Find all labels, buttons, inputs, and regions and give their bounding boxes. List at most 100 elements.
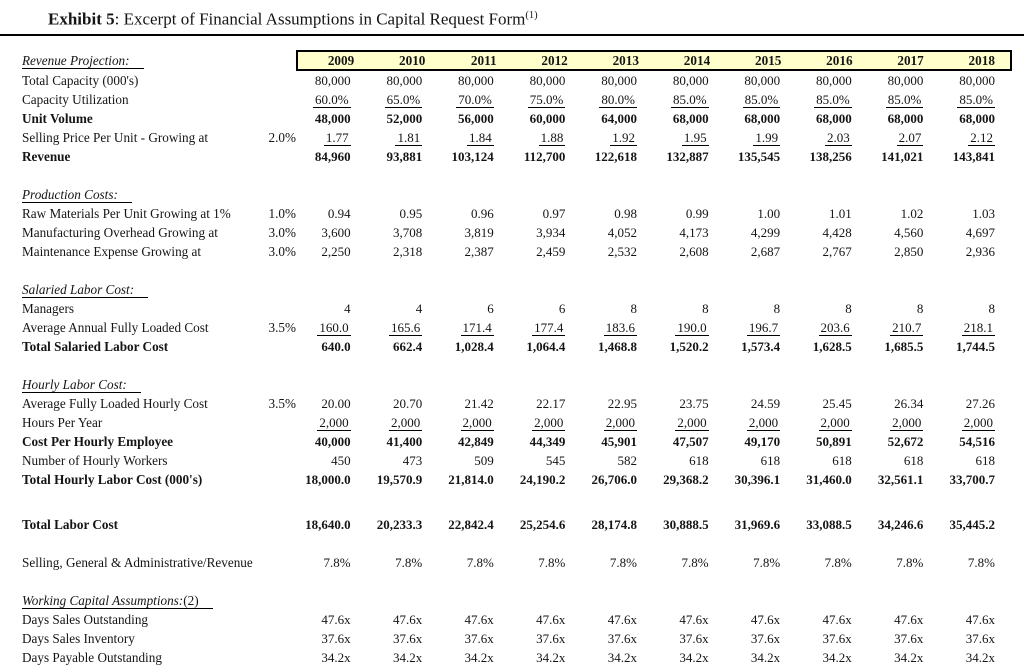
- cell-value: 2,767: [822, 243, 852, 259]
- cell-value: 7.8%: [323, 554, 351, 570]
- cell-value: 24,190.2: [519, 471, 566, 487]
- row-growth-rate: 3.5%: [268, 319, 296, 335]
- year-column-header: 2017: [897, 52, 924, 68]
- table-row: Total Hourly Labor Cost (000's) 18,000.0 1…: [2, 470, 1024, 489]
- cell-value: 509: [474, 452, 494, 468]
- cell-value: 0.97: [542, 205, 566, 221]
- cell-value: 210.7: [869, 318, 941, 337]
- cell-value: 3,819: [464, 224, 494, 240]
- underlined-value: 196.7: [746, 319, 781, 336]
- underlined-value: 203.6: [818, 319, 852, 336]
- cell-value: 93,881: [386, 148, 423, 164]
- cell-value: 47.6x: [392, 611, 423, 627]
- underlined-value: 2.12: [968, 129, 995, 146]
- cell-value: 141,021: [881, 148, 924, 164]
- cell-value: 37.6x: [607, 630, 637, 646]
- row-label: Hours Per Year: [22, 414, 103, 430]
- row-label: Total Capacity (000's): [22, 72, 139, 88]
- cell-value: 47.6x: [464, 611, 494, 627]
- row-growth-rate: 3.0%: [268, 243, 296, 259]
- cell-value: 8: [988, 300, 995, 316]
- underlined-value: 2,000: [961, 414, 995, 431]
- cell-value: 618: [903, 452, 924, 468]
- cell-value: 26,706.0: [591, 471, 637, 487]
- table-section: Selling, General & Administrative/Revenu…: [2, 553, 1024, 572]
- table-section: Hourly Labor Cost: Average Fully Loaded H…: [2, 375, 1024, 489]
- section-heading-row: Salaried Labor Cost:: [2, 280, 1024, 299]
- cell-value: 7.8%: [967, 554, 995, 570]
- row-label: Cost Per Hourly Employee: [22, 433, 174, 449]
- cell-value: 196.7: [726, 318, 798, 337]
- cell-value: 2,000: [511, 413, 583, 432]
- cell-value: 1.92: [582, 128, 654, 147]
- cell-value: 2,000: [654, 413, 726, 432]
- row-growth-rate: 2.0%: [268, 129, 296, 145]
- cell-value: 34.2x: [822, 649, 852, 665]
- cell-value: 1.01: [829, 205, 852, 221]
- cell-value: 31,460.0: [806, 471, 852, 487]
- cell-value: 4: [415, 300, 423, 316]
- cell-value: 33,088.5: [806, 516, 852, 532]
- table-row: Selling, General & Administrative/Revenu…: [2, 553, 1024, 572]
- cell-value: 85.0%: [726, 90, 798, 109]
- year-column-header: 2011: [470, 52, 497, 68]
- cell-value: 37.6x: [679, 630, 709, 646]
- year-column-header: 2010: [399, 52, 426, 68]
- cell-value: 0.98: [614, 205, 637, 221]
- table-row: Capacity Utilization 60.0% 65.0% 70.0% 75.0%…: [2, 90, 1024, 109]
- cell-value: 68,000: [672, 110, 709, 126]
- table-row: Average Fully Loaded Hourly Cost 3.5% 20.0…: [2, 394, 1024, 413]
- cell-value: 1.03: [972, 205, 995, 221]
- table-row: Days Sales Outstanding 47.6x 47.6x 47.6x 47.…: [2, 610, 1024, 629]
- cell-value: 34.2x: [750, 649, 781, 665]
- year-header-band: 2009 2010 2011 2012 2013 2014 2015 2016 2017 2018: [296, 49, 1012, 71]
- cell-value: 1.77: [296, 128, 368, 147]
- year-header-row: Revenue Projection: 2009 2010 2011 2012 2013 2…: [2, 49, 1024, 71]
- row-label: Raw Materials Per Unit Growing at 1%: [22, 205, 231, 221]
- underlined-value: 160.0: [317, 319, 351, 336]
- table-row: Revenue 84,960 93,881 103,124 112,700 122,618…: [2, 147, 1024, 166]
- cell-value: 1,628.5: [812, 338, 852, 354]
- cell-value: 75.0%: [511, 90, 583, 109]
- cell-value: 7.8%: [896, 554, 924, 570]
- cell-value: 183.6: [582, 318, 654, 337]
- cell-value: 48,000: [314, 110, 351, 126]
- cell-value: 25,254.6: [519, 516, 566, 532]
- title-text: : Excerpt of Financial Assumptions in Ca…: [114, 9, 526, 29]
- cell-value: 2,000: [869, 413, 941, 432]
- section-heading-text: Revenue Projection:: [22, 52, 144, 69]
- cell-value: 1.81: [368, 128, 440, 147]
- cell-value: 80,000: [744, 72, 781, 88]
- cell-value: 28,174.8: [591, 516, 637, 532]
- cell-value: 662.4: [392, 338, 423, 354]
- cell-value: 56,000: [458, 110, 494, 126]
- row-label: Days Payable Outstanding: [22, 649, 162, 665]
- cell-value: 40,000: [314, 433, 351, 449]
- cell-value: 85.0%: [654, 90, 726, 109]
- cell-value: 47.6x: [750, 611, 781, 627]
- cell-value: 47,507: [672, 433, 709, 449]
- cell-value: 7.8%: [824, 554, 852, 570]
- title-divider: [0, 33, 1024, 36]
- cell-value: 1,573.4: [741, 338, 781, 354]
- cell-value: 64,000: [601, 110, 637, 126]
- table-row: Unit Volume 48,000 52,000 56,000 60,000 64,00…: [2, 109, 1024, 128]
- year-column-header: 2014: [683, 52, 711, 68]
- underlined-value: 171.4: [460, 319, 494, 336]
- section-heading-row: Working Capital Assumptions:(2): [2, 591, 1024, 610]
- cell-value: 80,000: [887, 72, 924, 88]
- year-column-header: 2018: [968, 52, 995, 68]
- cell-value: 85.0%: [797, 90, 869, 109]
- cell-value: 8: [845, 300, 852, 316]
- cell-value: 0.94: [327, 205, 351, 221]
- underlined-value: 1.88: [538, 129, 566, 146]
- cell-value: 218.1: [940, 318, 1012, 337]
- row-label: Total Salaried Labor Cost: [22, 338, 169, 354]
- cell-value: 143,841: [952, 148, 995, 164]
- cell-value: 18,640.0: [305, 516, 351, 532]
- cell-value: 85.0%: [869, 90, 941, 109]
- row-label: Average Annual Fully Loaded Cost: [22, 319, 209, 335]
- cell-value: 80,000: [672, 72, 709, 88]
- underlined-value: 2,000: [460, 414, 494, 431]
